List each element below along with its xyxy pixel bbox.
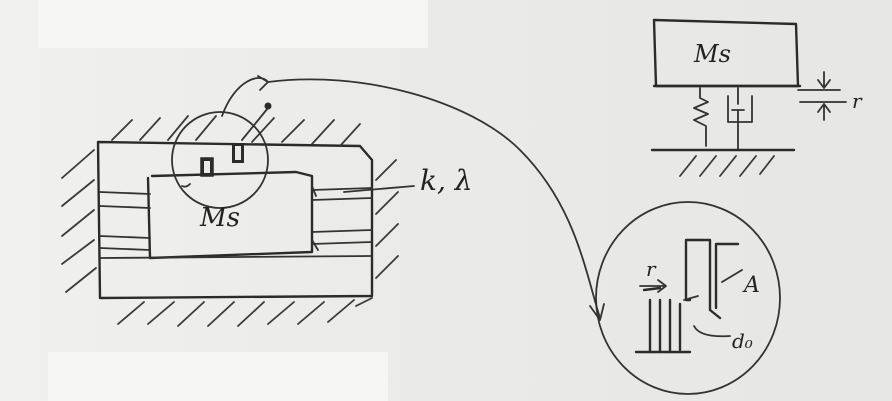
detail-gap-label: r — [646, 257, 657, 281]
capacitor-detail — [634, 238, 743, 354]
detail-d0-label: d₀ — [732, 329, 753, 353]
glare-bottom — [48, 352, 388, 401]
zoom-arrow — [221, 77, 601, 319]
magnifier-circle — [171, 111, 269, 209]
glare-top — [38, 0, 428, 48]
detail-area-label: A — [742, 273, 760, 298]
mass-label: Ms — [199, 203, 240, 233]
housing-hatching — [61, 115, 399, 327]
model-mass-label: Ms — [693, 40, 731, 68]
zoom-arrow-tail — [257, 75, 269, 91]
detail-circle — [595, 201, 781, 395]
contact-dot — [264, 102, 272, 110]
lumped-model — [650, 18, 847, 177]
electrode-pair — [181, 102, 272, 188]
leader-line — [343, 185, 415, 193]
zoom-arrowhead — [589, 303, 605, 321]
housing — [96, 140, 374, 300]
spring-damper-label: k, λ — [420, 164, 473, 197]
model-gap-label: r — [852, 89, 863, 113]
